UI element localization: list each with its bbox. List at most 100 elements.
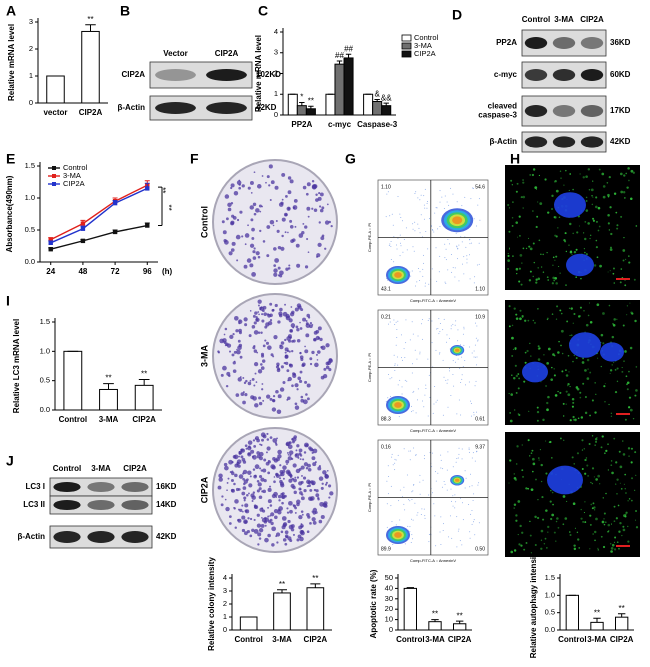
colony — [272, 399, 275, 402]
colony — [266, 394, 271, 399]
lc3-puncta — [520, 196, 523, 199]
colony — [326, 203, 329, 206]
event — [403, 348, 405, 350]
lc3-puncta — [562, 495, 566, 498]
lc3-puncta — [587, 222, 590, 225]
lc3-puncta — [610, 550, 613, 553]
colony — [262, 344, 266, 348]
event — [424, 455, 426, 457]
colony — [231, 470, 234, 473]
event — [447, 239, 449, 241]
colony — [306, 397, 310, 401]
event — [455, 232, 457, 234]
event — [459, 368, 461, 370]
bar — [590, 621, 604, 631]
legend-marker — [52, 182, 56, 186]
lc3-puncta — [594, 444, 596, 446]
event — [463, 328, 465, 330]
x-tick-label: Control — [59, 415, 87, 424]
event — [390, 240, 392, 242]
colony — [306, 479, 311, 485]
event — [412, 223, 414, 225]
lc3-puncta — [615, 483, 617, 485]
colony — [273, 476, 276, 478]
colony — [275, 443, 278, 446]
colony — [227, 207, 232, 212]
y-tick-label: 0.5 — [25, 225, 35, 234]
colony — [261, 490, 264, 493]
lc3-puncta — [532, 242, 535, 245]
colony — [220, 373, 224, 377]
colony — [224, 194, 230, 199]
event — [471, 352, 473, 354]
event — [423, 195, 425, 197]
lc3-puncta — [591, 195, 593, 197]
colony — [270, 353, 274, 357]
colony — [289, 509, 293, 514]
colony — [236, 348, 238, 351]
event — [474, 356, 476, 358]
error-bar — [277, 589, 287, 593]
lc3-puncta — [513, 377, 516, 380]
bar — [334, 63, 345, 116]
event — [435, 207, 437, 209]
lc3-puncta — [607, 193, 610, 197]
lc3-puncta — [542, 518, 545, 521]
lc3-puncta — [628, 396, 632, 399]
lc3-puncta — [595, 220, 598, 223]
lc3-puncta — [507, 203, 510, 207]
lc3-puncta — [546, 276, 549, 279]
lc3-puncta — [554, 276, 558, 280]
colony — [316, 359, 319, 361]
event — [437, 228, 439, 230]
lc3-puncta — [604, 521, 607, 524]
colony — [254, 372, 257, 375]
event — [456, 516, 458, 518]
colony — [295, 243, 300, 248]
colony — [250, 192, 253, 194]
colony — [239, 508, 243, 512]
lc3-puncta — [553, 368, 555, 370]
colony — [297, 534, 302, 539]
lc3-puncta — [625, 172, 628, 175]
colony — [317, 498, 320, 501]
colony — [247, 452, 251, 456]
colony — [318, 221, 321, 224]
lc3-puncta — [607, 222, 610, 225]
lc3-puncta — [540, 529, 544, 533]
colony — [276, 229, 280, 233]
colony — [224, 465, 229, 471]
lane-label: 3-MA — [91, 464, 111, 473]
event — [470, 198, 472, 200]
colony — [291, 457, 294, 461]
colony — [298, 525, 303, 530]
colony — [284, 231, 287, 234]
event — [468, 503, 470, 505]
lc3-puncta — [555, 235, 558, 238]
colony — [271, 308, 275, 312]
lc3-puncta — [533, 321, 536, 324]
colony — [284, 542, 288, 546]
event — [414, 230, 416, 232]
lc3-puncta — [635, 366, 638, 368]
event — [458, 453, 460, 455]
colony — [276, 541, 279, 544]
colony — [243, 317, 248, 322]
lc3-puncta — [586, 377, 590, 380]
event — [443, 207, 445, 209]
event — [397, 384, 399, 386]
lc3-puncta — [585, 457, 588, 459]
y-tick-label: 1.5 — [25, 161, 35, 170]
event — [389, 378, 391, 380]
colony — [321, 345, 326, 351]
colony — [306, 313, 311, 318]
colony — [286, 349, 290, 353]
colony — [261, 354, 265, 358]
event — [393, 261, 395, 263]
lc3-puncta — [555, 540, 557, 542]
bar — [287, 93, 298, 116]
event — [457, 530, 459, 532]
lc3-puncta — [513, 473, 516, 475]
colony — [307, 215, 310, 218]
colony — [299, 458, 302, 461]
